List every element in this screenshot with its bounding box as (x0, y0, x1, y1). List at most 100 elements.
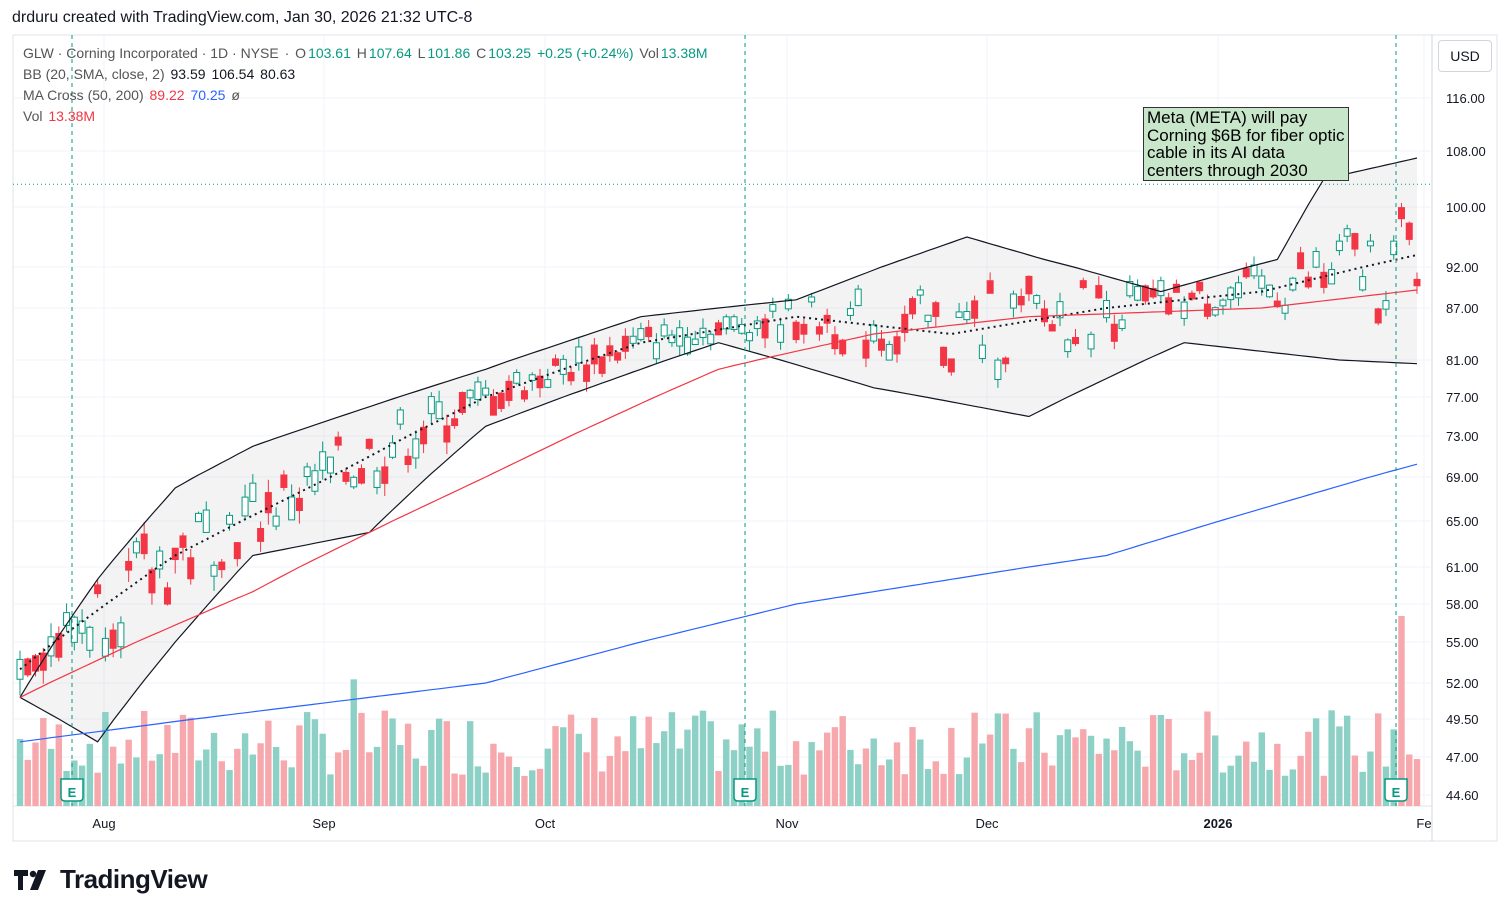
volume-bar (777, 765, 784, 806)
volume-bar (823, 732, 831, 806)
volume-bar (901, 774, 908, 806)
volume-bar (979, 743, 986, 806)
candle-body (311, 470, 319, 492)
volume-bar (878, 765, 885, 806)
volume-bar (319, 733, 326, 806)
volume-bar (560, 727, 567, 806)
volume-bar (497, 752, 505, 806)
volume-bar (94, 772, 101, 806)
brand-name: TradingView (60, 864, 208, 894)
candle-body (148, 569, 156, 594)
volume-bar (133, 757, 140, 806)
price-tick-label: 55.00 (1446, 635, 1479, 650)
candle-body (839, 339, 847, 355)
volume-bar (676, 748, 683, 806)
candle-body (1397, 207, 1405, 220)
candle-body (1033, 295, 1041, 304)
candle-body (629, 335, 637, 344)
price-tick-label: 61.00 (1446, 560, 1479, 575)
volume-bar (1413, 759, 1421, 806)
volume-bar (234, 748, 241, 806)
volume-bar (614, 736, 621, 806)
candle-body (435, 401, 443, 420)
earnings-badge: E (733, 778, 757, 802)
volume-bar (606, 755, 614, 806)
annotation-callout[interactable]: Meta (META) will pay Corning $6B for fib… (1143, 107, 1349, 181)
candle-body (1110, 323, 1118, 342)
candle-body (536, 375, 544, 389)
volume-bar (893, 742, 901, 806)
candle-body (187, 557, 195, 580)
price-tick-label: 44.60 (1446, 788, 1479, 803)
symbol-name[interactable]: GLW · Corning Incorporated · 1D · NYSE (23, 45, 279, 61)
candle-body (1048, 324, 1056, 332)
volume-bar (769, 710, 777, 806)
volume-bar (1398, 616, 1405, 806)
volume-bar (738, 724, 745, 806)
candle-body (1351, 233, 1359, 250)
volume-bar (505, 756, 513, 806)
time-tick-label: Dec (975, 816, 999, 831)
volume-bar (203, 749, 210, 806)
volume-bar (746, 746, 753, 806)
volume-bar (684, 729, 691, 806)
volume-bar (451, 773, 458, 806)
candle-body (264, 492, 272, 514)
low-value: 101.86 (427, 45, 471, 61)
candle-body (451, 418, 459, 427)
time-tick-label: Sep (312, 816, 335, 831)
time-tick-label: 2026 (1204, 816, 1233, 831)
price-tick-label: 100.00 (1446, 200, 1486, 215)
candle-body (1413, 278, 1421, 287)
volume-bar (210, 732, 218, 806)
candle-body (761, 318, 769, 339)
volume-bar (47, 748, 55, 806)
volume-legend[interactable]: Vol 13.38M (23, 108, 96, 124)
earnings-badge-label: E (741, 785, 750, 800)
chart-attribution: drduru created with TradingView.com, Jan… (12, 9, 473, 26)
volume-bar (575, 733, 582, 806)
candle-body (870, 324, 878, 342)
volume-bar (335, 752, 342, 806)
candle-body (683, 336, 691, 355)
price-tick-label: 77.00 (1446, 390, 1479, 405)
candle-body (567, 371, 575, 382)
volume-bar (1219, 772, 1227, 806)
volume-bar (272, 747, 280, 806)
volume-bar (435, 718, 443, 806)
volume-bar (932, 761, 940, 806)
volume-bar (164, 724, 171, 806)
volume-bar (389, 718, 396, 806)
candle-body (1374, 308, 1382, 324)
volume-bar (241, 733, 249, 806)
volume-bar (280, 760, 288, 806)
tradingview-logo[interactable]: TradingView (14, 864, 208, 895)
volume-bar (1320, 775, 1328, 806)
volume-bar (1266, 769, 1273, 806)
candle-body (1040, 308, 1048, 323)
volume-bar (1243, 741, 1250, 806)
volume-bar (792, 741, 800, 806)
ma-cross-legend[interactable]: MA Cross (50, 200) 89.22 70.25 ø (23, 87, 240, 103)
volume-bar (808, 742, 815, 806)
candle-body (986, 280, 994, 294)
volume-bar (420, 765, 427, 806)
candle-body (101, 637, 109, 657)
volume-bar (1196, 752, 1203, 806)
candle-body (808, 296, 816, 303)
legend-marker: · (284, 45, 290, 61)
candle-body (86, 626, 94, 651)
volume-bar (1049, 765, 1056, 806)
volume-bar (1188, 759, 1196, 806)
volume-bar (1010, 748, 1017, 806)
volume-bar (1297, 755, 1304, 806)
bb-legend[interactable]: BB (20, SMA, close, 2) 93.59 106.54 80.6… (23, 66, 296, 82)
currency-button[interactable]: USD (1438, 40, 1492, 72)
candle-body (497, 392, 505, 409)
volume-bar (1173, 770, 1180, 806)
candle-body (156, 550, 164, 570)
candle-body (583, 364, 591, 382)
volume-bar (1305, 731, 1312, 806)
price-tick-label: 92.00 (1446, 260, 1479, 275)
